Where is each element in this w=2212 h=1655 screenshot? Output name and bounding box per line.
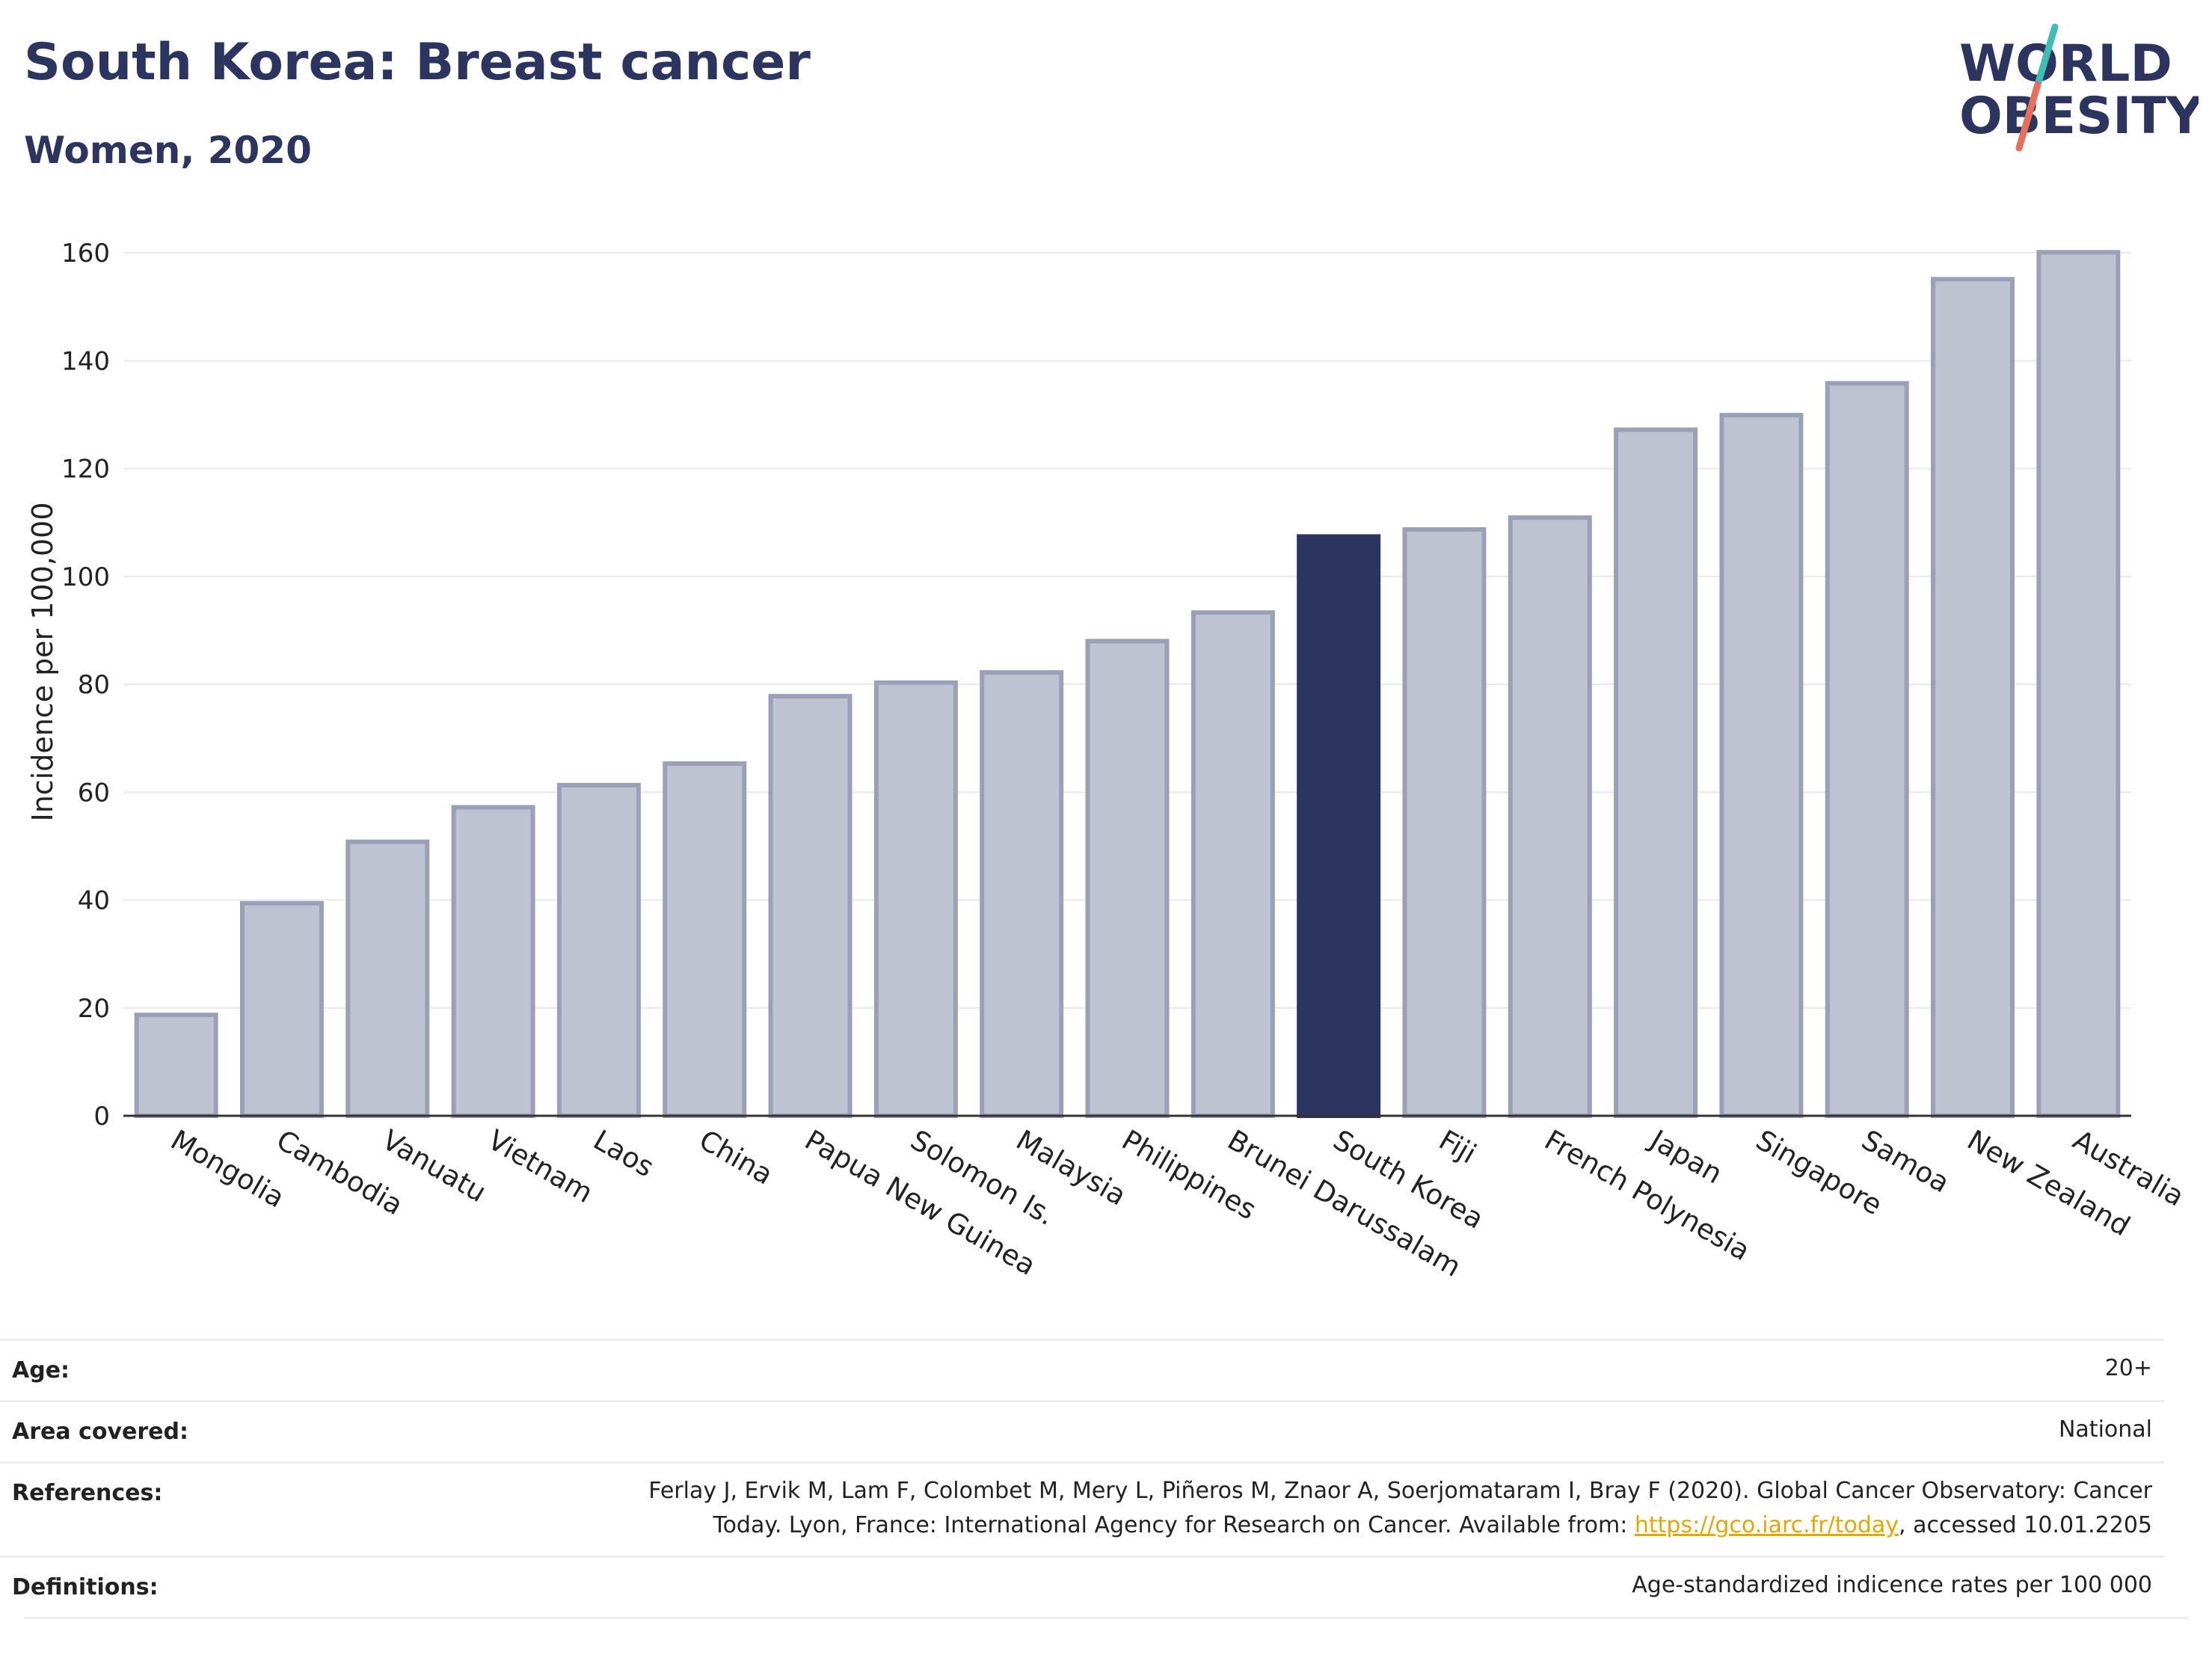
x-tick-label: French Polynesia xyxy=(1539,1124,1755,1268)
bar xyxy=(1191,610,1275,1118)
logo-text-world: WORLD xyxy=(1959,34,2172,93)
y-tick-label: 20 xyxy=(78,994,110,1024)
chart-title: South Korea: Breast cancer xyxy=(24,33,811,92)
bar xyxy=(2036,250,2121,1118)
y-tick-label: 100 xyxy=(61,562,110,592)
references-line2-post: , accessed 10.01.2205 xyxy=(1899,1512,2152,1538)
bar xyxy=(873,680,958,1118)
y-tick-label: 120 xyxy=(61,455,110,485)
y-tick-label: 80 xyxy=(78,670,110,700)
y-axis-ticks: 0 20 40 60 80 100 120 140 160 xyxy=(61,239,110,1132)
bar xyxy=(1719,413,1804,1118)
x-tick-label: Vietnam xyxy=(482,1124,598,1209)
x-tick-label: Mongolia xyxy=(165,1124,289,1215)
y-tick-label: 0 xyxy=(93,1102,110,1132)
age-value: 20+ xyxy=(2104,1355,2152,1381)
meta-bottom-border xyxy=(24,1617,2188,1619)
references-line1: Ferlay J, Ervik M, Lam F, Colombet M, Me… xyxy=(648,1478,2152,1504)
definitions-value: Age-standardized indicence rates per 100… xyxy=(1632,1572,2152,1598)
area-label: Area covered: xyxy=(12,1419,188,1445)
bar xyxy=(663,761,747,1118)
y-tick-label: 160 xyxy=(61,239,110,268)
x-tick-label: Fiji xyxy=(1434,1124,1481,1170)
logo-slash-coral xyxy=(2015,81,2042,152)
bar xyxy=(134,1013,218,1118)
bar xyxy=(1085,639,1170,1118)
bar xyxy=(1825,381,1909,1118)
x-tick-label: Japan xyxy=(1644,1123,1728,1191)
bar xyxy=(239,900,324,1118)
references-value: Ferlay J, Ervik M, Lam F, Colombet M, Me… xyxy=(648,1474,2152,1543)
world-obesity-logo: WORLD OBESITY xyxy=(1959,23,2199,152)
references-link[interactable]: https://gco.iarc.fr/today xyxy=(1634,1512,1899,1538)
meta-row-references: References: Ferlay J, Ervik M, Lam F, Co… xyxy=(0,1461,2164,1558)
references-label: References: xyxy=(12,1480,163,1506)
bar xyxy=(1614,427,1698,1118)
chart-subtitle: Women, 2020 xyxy=(24,129,312,172)
meta-row-definitions: Definitions: Age-standardized indicence … xyxy=(0,1556,2164,1619)
bar-highlight xyxy=(1297,534,1381,1118)
age-label: Age: xyxy=(12,1357,70,1384)
y-tick-label: 140 xyxy=(61,346,110,376)
bar xyxy=(451,805,535,1118)
area-value: National xyxy=(2058,1416,2152,1443)
x-tick-label: China xyxy=(694,1124,778,1191)
bar xyxy=(768,693,852,1118)
references-line2-pre: Today. Lyon, France: International Agenc… xyxy=(713,1512,1635,1538)
logo-slash-teal xyxy=(2034,23,2059,88)
bar xyxy=(1931,277,2015,1118)
y-tick-label: 60 xyxy=(78,778,110,808)
logo-text-obesity: OBESITY xyxy=(1959,87,2199,146)
x-tick-label: Laos xyxy=(588,1124,659,1184)
meta-row-area: Area covered: National xyxy=(0,1400,2164,1464)
meta-row-age: Age: 20+ xyxy=(0,1339,2164,1402)
bar xyxy=(1508,515,1592,1118)
bar xyxy=(556,782,641,1119)
definitions-label: Definitions: xyxy=(12,1574,159,1600)
y-tick-label: 40 xyxy=(78,886,110,916)
bar xyxy=(1402,527,1487,1118)
bar xyxy=(345,839,430,1118)
bar xyxy=(980,670,1064,1118)
y-axis-label: Incidence per 100,000 xyxy=(26,502,59,821)
bars xyxy=(134,250,2121,1119)
